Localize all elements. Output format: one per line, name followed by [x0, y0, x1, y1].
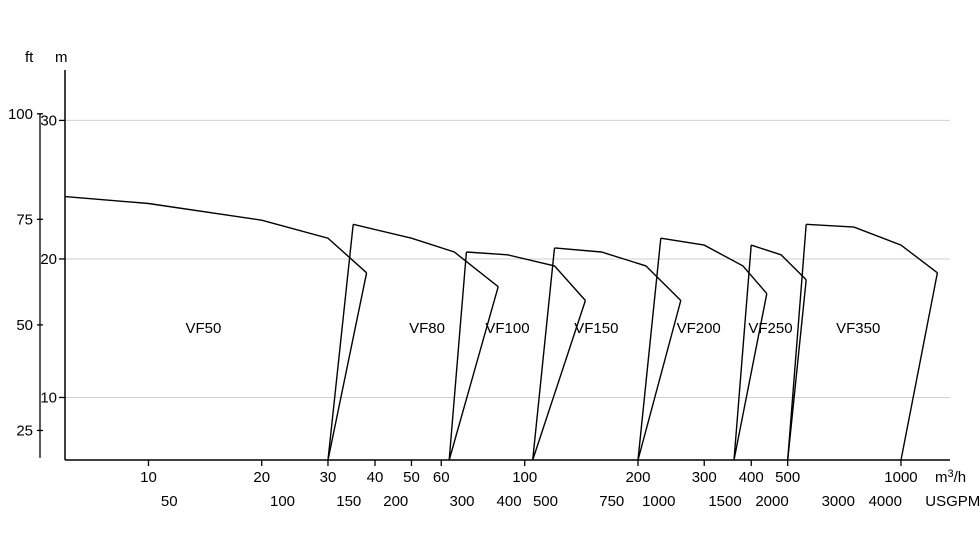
x-usgpm-tick: 3000	[822, 493, 855, 510]
curve-vf200-right	[734, 294, 767, 460]
x-m3h-tick: 300	[692, 469, 717, 486]
y-ft-tick: 50	[16, 317, 33, 334]
x-usgpm-tick: 150	[336, 493, 361, 510]
x-m3h-tick: 20	[253, 469, 270, 486]
curve-vf200-left	[638, 238, 661, 460]
x-usgpm-tick: 50	[161, 493, 178, 510]
series-label-vf80: VF80	[409, 320, 445, 337]
x-m3h-unit: m3/h	[935, 468, 966, 486]
curve-vf350-top	[806, 224, 937, 272]
curve-vf150-right	[638, 301, 681, 461]
x-usgpm-tick: 1000	[642, 493, 675, 510]
curve-vf350-left	[788, 224, 807, 460]
curve-vf80-top	[353, 224, 498, 286]
x-m3h-tick: 1000	[884, 469, 917, 486]
x-usgpm-tick: 750	[599, 493, 624, 510]
x-usgpm-tick: 2000	[755, 493, 788, 510]
curve-vf250-top	[751, 245, 806, 280]
curve-vf150-top	[555, 248, 681, 301]
curve-vf250-left	[734, 245, 751, 460]
y-m-tick: 30	[40, 112, 57, 129]
x-usgpm-tick: 300	[450, 493, 475, 510]
x-usgpm-tick: 400	[497, 493, 522, 510]
y-ft-unit: ft	[25, 49, 34, 66]
x-m3h-tick: 50	[403, 469, 420, 486]
curve-vf80-left	[328, 224, 353, 460]
series-label-vf50: VF50	[186, 320, 222, 337]
curve-vf350-right	[901, 273, 937, 460]
x-m3h-tick: 500	[775, 469, 800, 486]
x-usgpm-tick: 1500	[708, 493, 741, 510]
x-m3h-tick: 200	[625, 469, 650, 486]
y-m-tick: 20	[40, 251, 57, 268]
x-m3h-tick: 400	[739, 469, 764, 486]
x-m3h-tick: 10	[140, 469, 157, 486]
series-label-vf200: VF200	[677, 320, 721, 337]
x-m3h-tick: 30	[320, 469, 337, 486]
series-label-vf350: VF350	[836, 320, 880, 337]
x-m3h-tick: 60	[433, 469, 450, 486]
x-m3h-tick: 100	[512, 469, 537, 486]
x-usgpm-tick: 4000	[869, 493, 902, 510]
x-usgpm-tick: 500	[533, 493, 558, 510]
x-usgpm-tick: 100	[270, 493, 295, 510]
y-ft-tick: 25	[16, 422, 33, 439]
y-m-tick: 10	[40, 389, 57, 406]
series-label-vf150: VF150	[574, 320, 618, 337]
y-ft-tick: 75	[16, 211, 33, 228]
series-label-vf250: VF250	[748, 320, 792, 337]
pump-curve-chart: 25 50 75 100 ft 10 20 30 m 10 20 30 40 50 60 100 200 300 4…	[0, 0, 980, 551]
x-usgpm-unit: USGPM	[925, 493, 980, 510]
x-m3h-tick: 40	[367, 469, 384, 486]
series-label-vf100: VF100	[485, 320, 529, 337]
y-m-unit: m	[55, 49, 68, 66]
y-ft-tick: 100	[8, 106, 33, 123]
curve-vf50-top	[65, 197, 367, 273]
x-usgpm-tick: 200	[383, 493, 408, 510]
curve-vf50-right	[328, 273, 367, 460]
